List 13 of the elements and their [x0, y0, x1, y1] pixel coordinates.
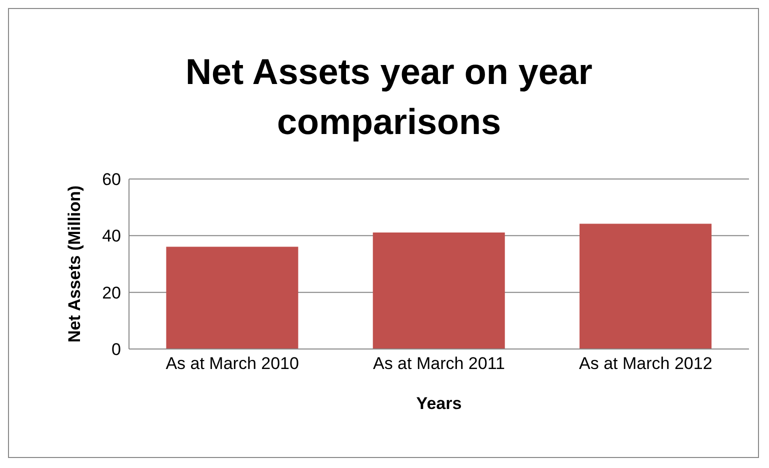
x-tick-label: As at March 2012 [579, 354, 712, 374]
x-tick-label: As at March 2010 [166, 354, 299, 374]
y-axis-title: Net Assets (Million) [65, 185, 84, 343]
y-tick-label: 20 [102, 283, 121, 302]
y-tick-label: 40 [102, 226, 121, 246]
y-tick-label: 0 [112, 340, 121, 360]
bar [580, 224, 712, 349]
x-tick-label: As at March 2011 [373, 354, 505, 374]
y-tick-label: 60 [102, 170, 121, 190]
bar [166, 246, 298, 349]
chart-title: Net Assets year on year comparisons [184, 50, 594, 144]
bar [372, 232, 505, 349]
x-axis-title: Years [416, 394, 462, 413]
